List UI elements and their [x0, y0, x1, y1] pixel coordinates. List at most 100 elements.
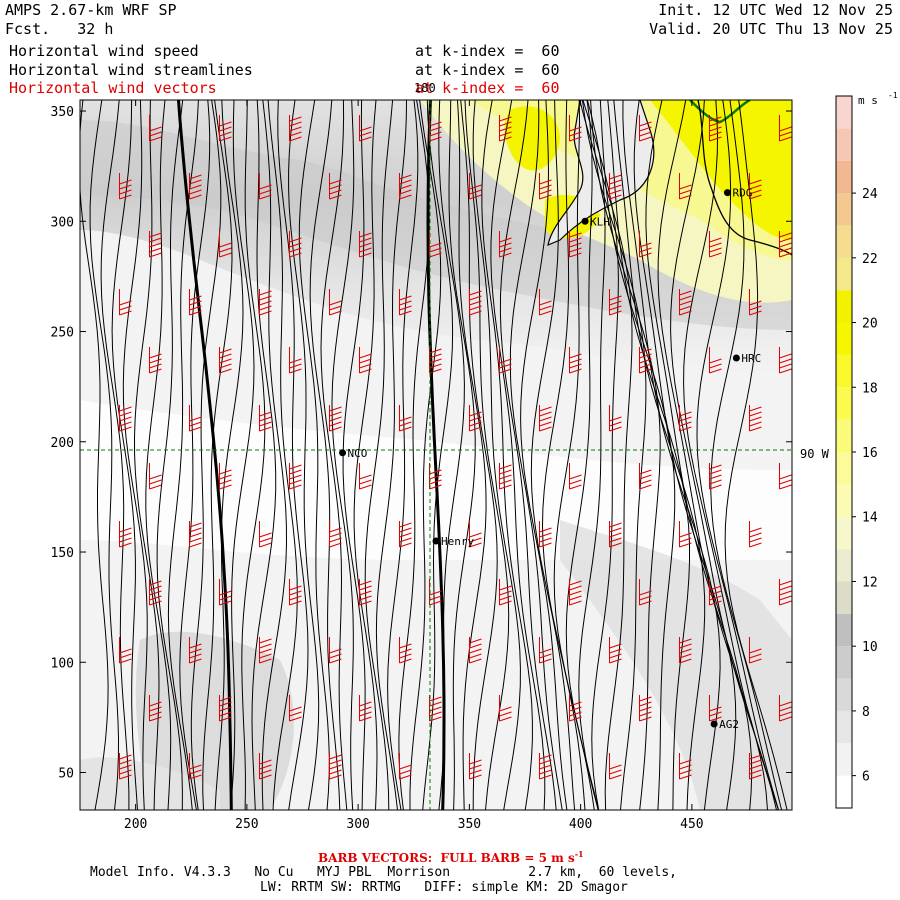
- field-streamlines-name: Horizontal wind streamlines: [9, 61, 253, 79]
- streamline: [448, 100, 476, 810]
- field-speed-level: at k-index = 60: [415, 42, 560, 60]
- streamline: [267, 100, 298, 810]
- init-time: Init. 12 UTC Wed 12 Nov 25: [658, 1, 893, 19]
- wind-barb: [398, 521, 412, 548]
- colorbar-bin: [836, 516, 852, 550]
- wind-barb: [148, 231, 162, 258]
- colorbar-bin: [836, 387, 852, 420]
- wind-barb: [218, 579, 232, 606]
- streamline: [375, 100, 407, 810]
- wind-barb: [708, 579, 722, 606]
- axes: 200 250 300 350 400 450 50 100 150 200 250 300 350: [51, 100, 792, 832]
- colorbar-unit: m s: [858, 94, 878, 107]
- colorbar-label: 20: [862, 317, 878, 332]
- wind-barb: [428, 579, 442, 606]
- wind-barb: [638, 695, 652, 722]
- streamline: [80, 100, 109, 810]
- streamline: [251, 100, 277, 810]
- wind-barb: [568, 579, 582, 606]
- wind-barb: [608, 289, 622, 316]
- colorbar-bin: [836, 710, 852, 744]
- speed-patch-left: [135, 631, 294, 810]
- station-label: RDG: [732, 187, 752, 200]
- colorbar-bin: [836, 775, 852, 808]
- streamline: [100, 100, 130, 810]
- colorbar-label: 6: [862, 770, 870, 785]
- wind-barbs: [118, 115, 792, 780]
- speed-patch-bottom: [80, 757, 220, 810]
- wind-barb: [398, 753, 412, 780]
- wind-barb: [778, 347, 792, 374]
- streamline: [696, 100, 780, 810]
- station-label: HRC: [741, 352, 761, 365]
- wind-barb: [288, 347, 302, 374]
- forecast-value: 32 h: [77, 20, 114, 38]
- wind-barb: [398, 405, 412, 432]
- streamline: [490, 100, 546, 810]
- x-tick-label: 350: [458, 817, 481, 832]
- streamline: [553, 100, 595, 810]
- speed-patch-right: [560, 520, 792, 810]
- colorbar-label: 24: [862, 187, 878, 202]
- grid-labels: 180 90 W: [414, 81, 830, 461]
- streamline: [122, 100, 148, 810]
- streamline: [241, 100, 266, 810]
- wind-barb: [118, 173, 132, 200]
- wind-barb: [778, 115, 792, 142]
- station-label: NCO: [348, 447, 368, 460]
- wind-barb: [708, 463, 722, 490]
- barb-note-sup: -1: [574, 849, 584, 859]
- wind-barb: [258, 405, 272, 432]
- streamline: [145, 100, 172, 810]
- wind-barb: [678, 289, 692, 316]
- y-tick-label: 150: [51, 546, 74, 561]
- wind-barb: [218, 231, 232, 258]
- wind-barb: [428, 463, 442, 490]
- wind-barb: [358, 579, 372, 606]
- wind-barb: [118, 637, 132, 664]
- wind-barb: [748, 753, 762, 780]
- streamline: [464, 100, 510, 810]
- wind-barb: [218, 463, 232, 490]
- streamline: [89, 100, 120, 810]
- wind-barb: [778, 695, 792, 722]
- wind-barb: [498, 347, 512, 374]
- streamline: [364, 100, 394, 810]
- streamline: [578, 100, 606, 810]
- wind-barb: [398, 289, 412, 316]
- streamline: [633, 100, 737, 810]
- coastline: [697, 100, 792, 256]
- wind-barb: [608, 405, 622, 432]
- streamline: [579, 100, 633, 810]
- streamline: [309, 100, 341, 810]
- streamline: [202, 100, 233, 810]
- wind-barb: [608, 521, 622, 548]
- wind-barb: [568, 695, 582, 722]
- y-tick-label: 100: [51, 656, 74, 671]
- forecast-hour: Fcst. 32 h: [5, 21, 113, 38]
- wind-barb: [218, 695, 232, 722]
- field-vectors-name: Horizontal wind vectors: [9, 79, 217, 97]
- wind-barb: [328, 289, 342, 316]
- streamline: [353, 100, 378, 810]
- wind-barb: [538, 173, 552, 200]
- colorbar-bin: [836, 549, 852, 582]
- x-tick-label: 300: [346, 817, 369, 832]
- wind-barb: [148, 695, 162, 722]
- wind-barb: [538, 637, 552, 664]
- streamline: [167, 100, 199, 810]
- wind-barb: [468, 289, 482, 316]
- wind-barb: [258, 637, 272, 664]
- streamline: [298, 100, 330, 810]
- wind-barb: [608, 753, 622, 780]
- wind-barb: [288, 695, 302, 722]
- colorbar-bin: [836, 419, 852, 452]
- streamline: [590, 100, 661, 810]
- streamlines: [80, 100, 788, 810]
- station-marker: [723, 189, 731, 197]
- streamline: [622, 100, 721, 810]
- colorbar-label: 10: [862, 640, 878, 655]
- wind-barb: [638, 115, 652, 142]
- wind-barb: [148, 347, 162, 374]
- streamline: [387, 100, 419, 810]
